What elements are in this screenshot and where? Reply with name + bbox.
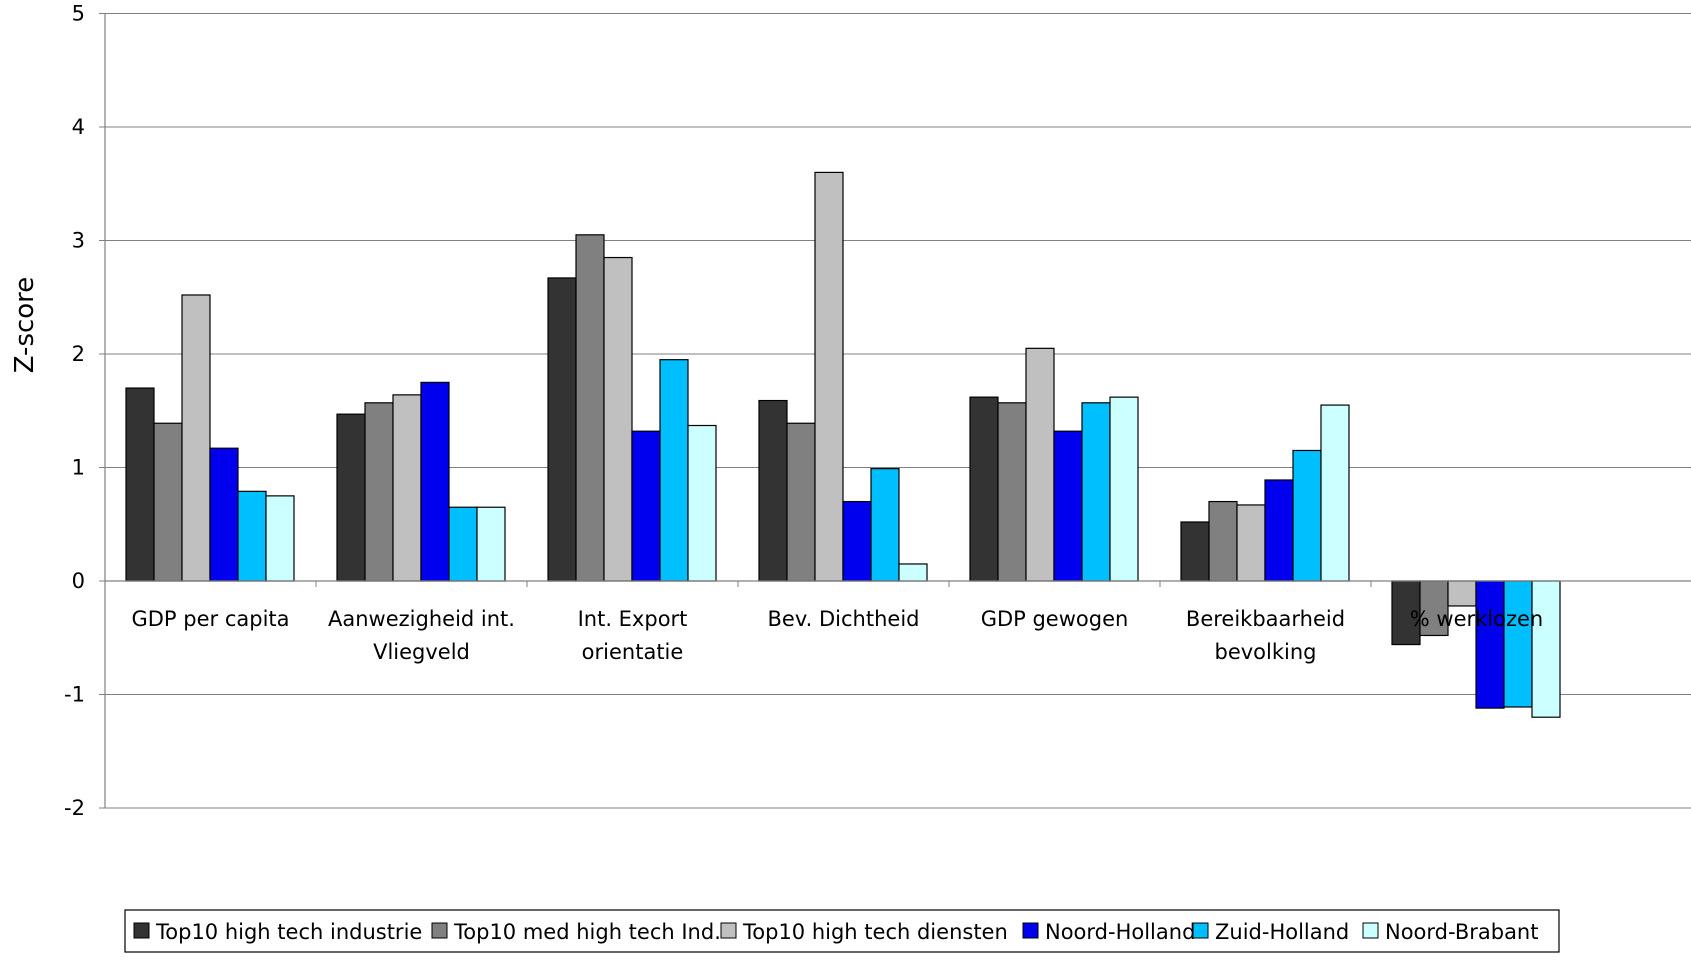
bar [969,396,999,582]
bar [631,430,661,582]
legend-swatch [1362,922,1379,939]
bar [814,171,844,582]
gridlines [105,13,1691,809]
legend-swatch [1022,922,1039,939]
bar [659,359,689,582]
bar [1081,402,1111,582]
bar [870,468,900,582]
legend-label: Noord-Holland [1045,920,1195,944]
legend-swatch [720,922,737,939]
y-tick-label: -2 [64,796,85,820]
legend-label: Top10 high tech industrie [155,920,422,944]
bar [392,394,422,582]
x-tick-label: % werklozen [1410,607,1543,631]
legend-swatch [133,922,150,939]
bar [181,294,211,582]
bar [448,506,478,582]
y-tick-label: 0 [72,569,85,593]
bar [1503,580,1533,708]
legend-label: Zuid-Holland [1215,920,1349,944]
y-tick-label: 1 [72,456,85,480]
legend: Top10 high tech industrie Top10 med high … [124,909,1560,953]
y-tick-label: 2 [72,342,85,366]
bar [842,500,872,582]
bar [1391,580,1421,646]
bars [125,171,1561,718]
x-tick-label: Bev. Dichtheid [768,607,920,631]
y-axis-label: Z-score [10,277,40,374]
bar [1320,404,1350,582]
axes [99,13,1691,809]
bar [153,422,183,582]
y-tick-label: 3 [72,229,85,253]
y-tick-label: 4 [72,115,85,139]
x-tick-label: Aanwezigheid int. Vliegveld [328,607,515,664]
bar [997,402,1027,582]
y-tick-label: 5 [72,2,85,26]
bar [1025,347,1055,582]
bar [1264,479,1294,582]
x-tick-label: Bereikbaarheid bevolking [1186,607,1345,664]
bar [1475,580,1505,709]
bar [364,402,394,582]
y-tick-label: -1 [64,683,85,707]
bar [1531,580,1561,718]
bar [1447,580,1477,607]
legend-label: Top10 high tech diensten [742,920,1008,944]
legend-box [124,909,1560,953]
bar [209,447,239,582]
bar [1419,580,1449,637]
bar [1053,430,1083,582]
bar [1236,504,1266,582]
bar [547,277,577,582]
x-tick-label: GDP per capita [131,607,289,631]
bar [898,563,928,582]
bar [1109,396,1139,582]
bar [265,495,295,582]
bar [420,381,450,582]
legend-label: Top10 med high tech Ind. [453,920,721,944]
bar [1180,521,1210,582]
bar [575,234,605,582]
bar [125,387,155,582]
labels: -2 -1 0 1 2 3 4 5 GDP per capita Aanwezigheid int… [64,2,1543,821]
x-tick-label: GDP gewogen [981,607,1129,631]
bar [603,256,633,582]
bar [786,422,816,582]
bar [1292,449,1322,582]
legend-swatch [431,922,448,939]
bar [687,424,717,582]
legend-label: Noord-Brabant [1385,920,1538,944]
legend-swatch [1192,922,1209,939]
bar [1208,500,1238,582]
bar [237,490,267,582]
bar [336,413,366,582]
bar [476,506,506,582]
bar [758,399,788,582]
x-tick-label: Int. Export orientatie [578,607,688,664]
